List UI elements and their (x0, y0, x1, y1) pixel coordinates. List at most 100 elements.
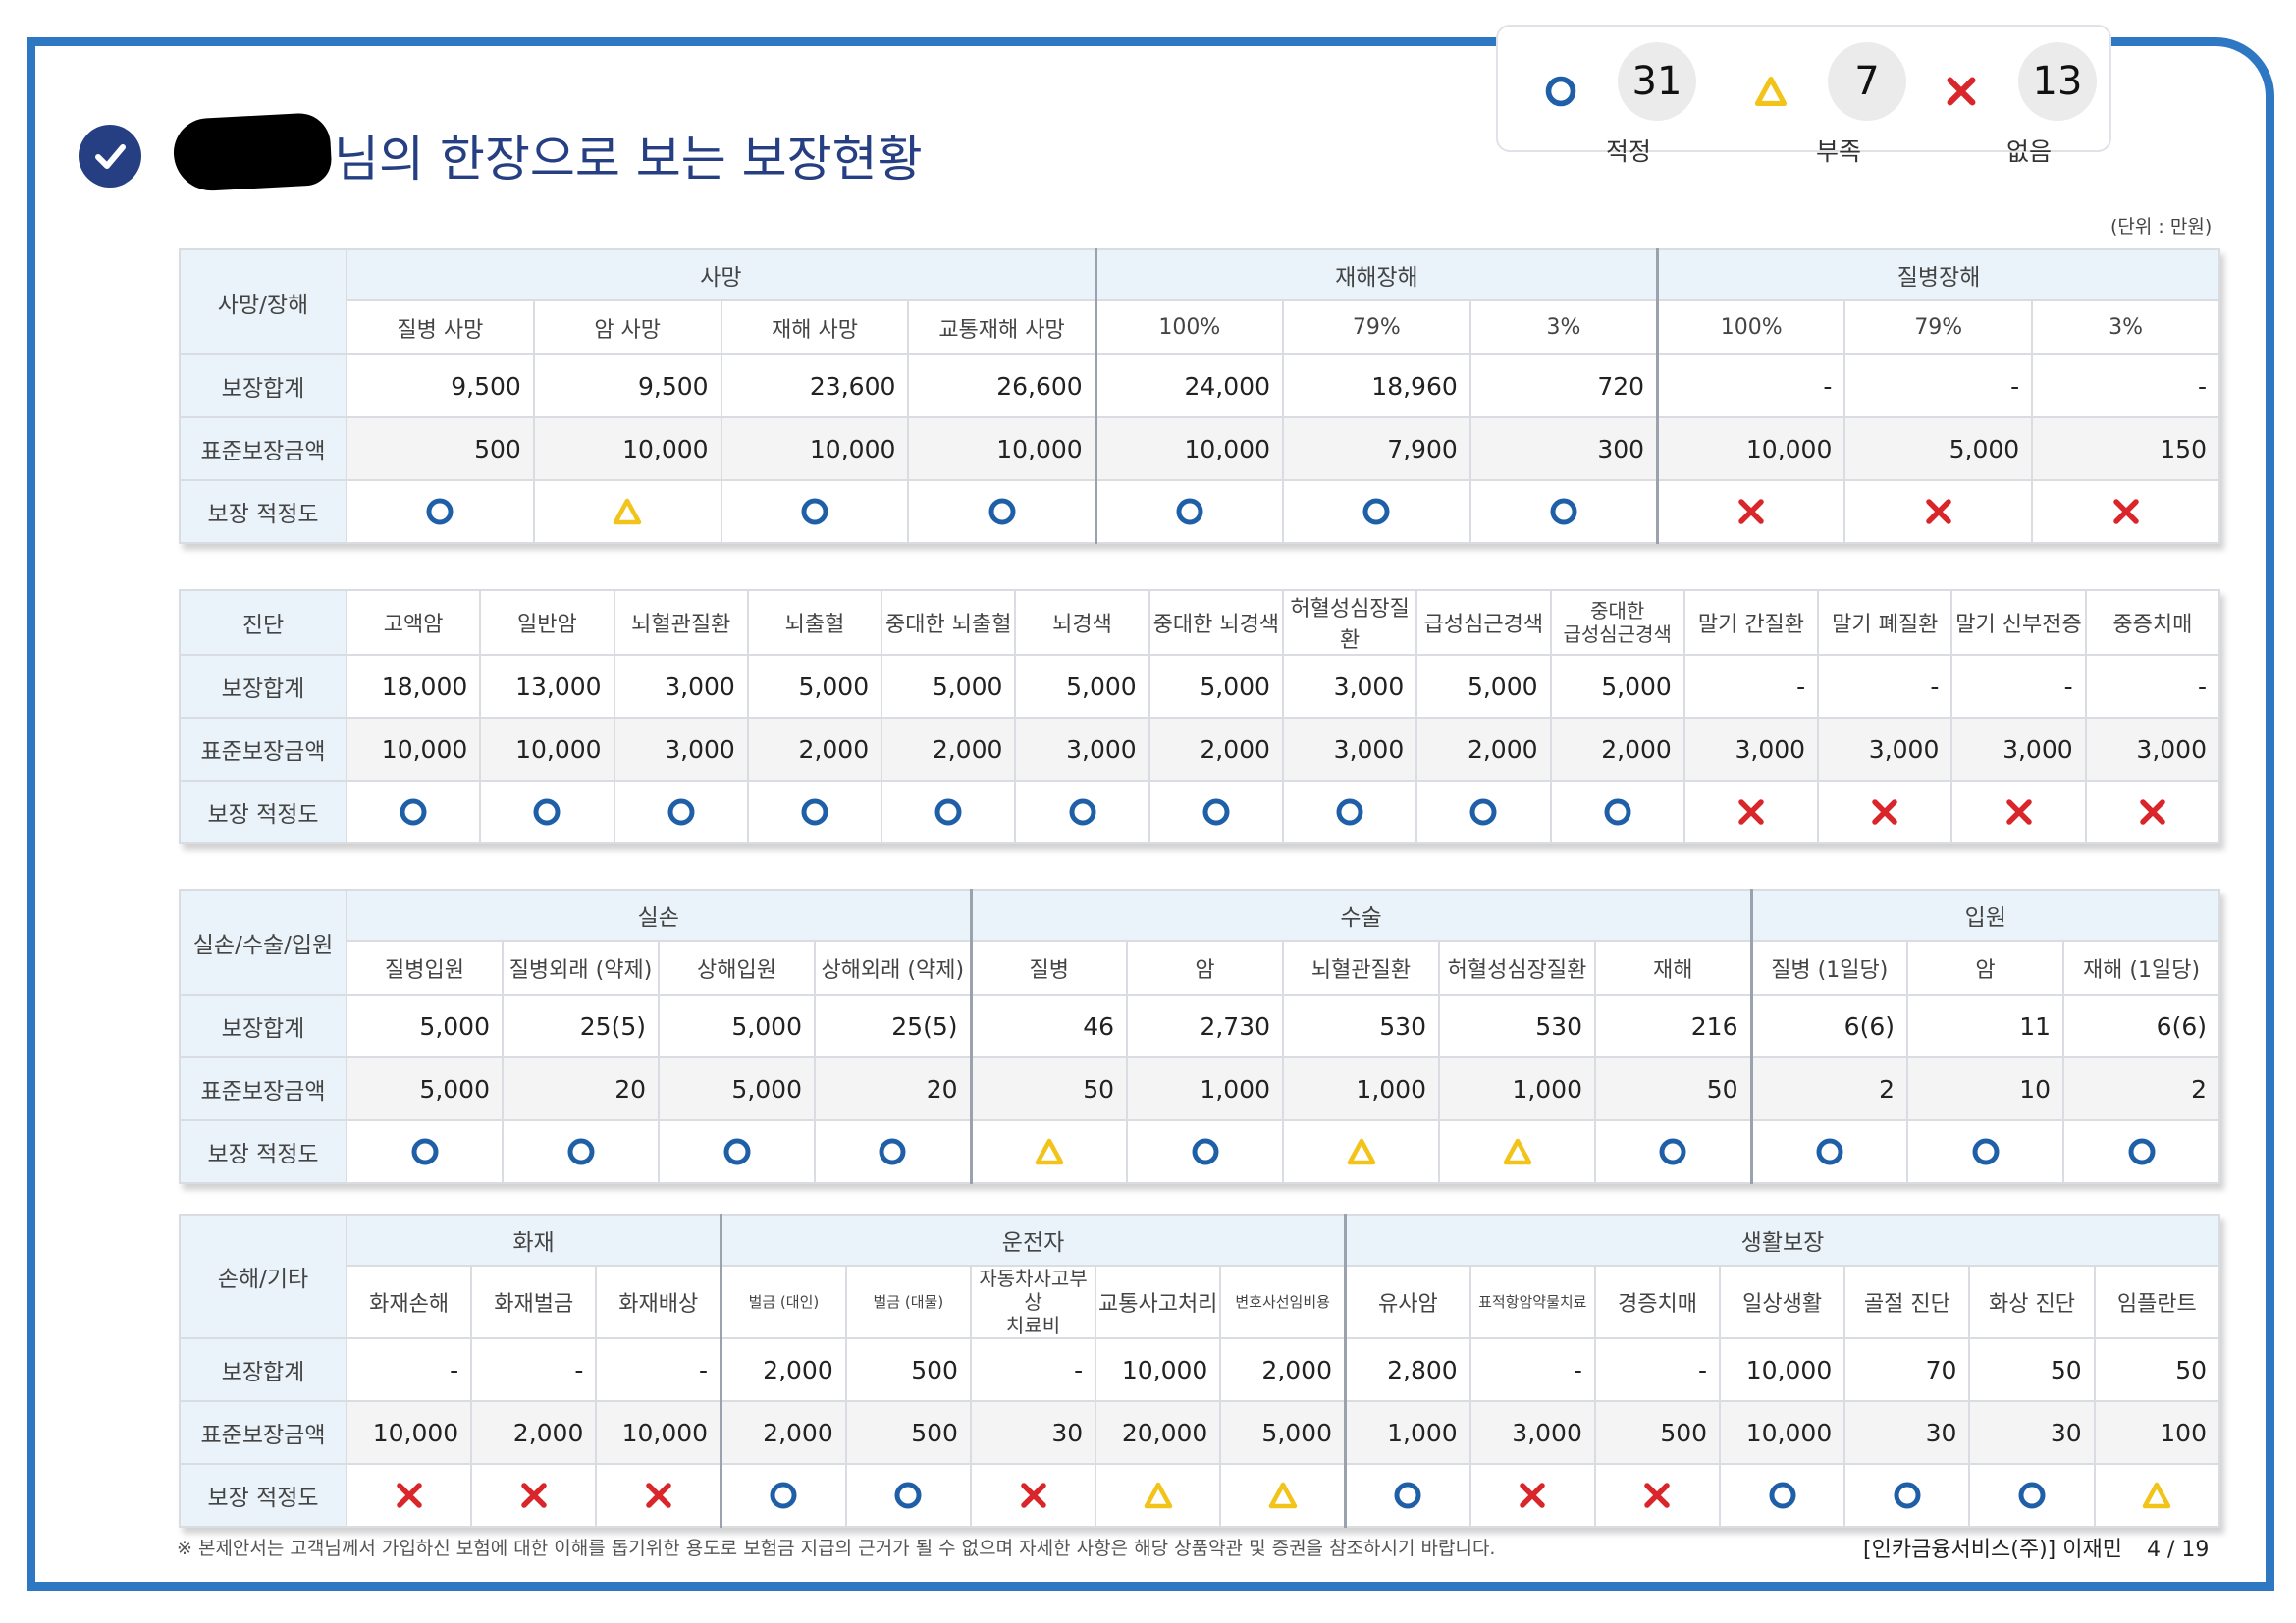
circle-icon (345, 780, 482, 844)
row-label: 보장합계 (179, 1337, 347, 1402)
cross-icon (1468, 1463, 1596, 1528)
standard-amount-cell: 10,000 (345, 1400, 473, 1465)
table-category: 사망/장해 (179, 248, 347, 355)
coverage-total-cell: 9,500 (532, 353, 722, 418)
column-header: 질병 (969, 940, 1128, 996)
circle-icon (1281, 780, 1418, 844)
table-category: 실손/수술/입원 (179, 889, 347, 996)
circle-icon (658, 1119, 816, 1184)
standard-amount-cell: 100 (2093, 1400, 2221, 1465)
column-header: 교통사고처리 (1095, 1265, 1222, 1339)
coverage-total-cell: 720 (1468, 353, 1659, 418)
circle-icon (1541, 72, 1580, 111)
triangle-icon (1751, 72, 1790, 111)
column-header: 화상 진단 (1968, 1265, 2096, 1339)
column-header: 100% (1656, 299, 1846, 355)
triangle-icon (1095, 1463, 1222, 1528)
table-category: 진단 (179, 589, 347, 656)
coverage-total-cell: 5,000 (346, 994, 504, 1058)
footer-info: [인카금융서비스(주)] 이재민 4 / 19 (1863, 1532, 2209, 1563)
column-header: 벌금 (대인) (720, 1265, 847, 1339)
coverage-total-cell: 530 (1282, 994, 1440, 1058)
standard-amount-cell: 10,000 (1094, 416, 1284, 481)
redacted-name (172, 111, 333, 193)
column-header: 변호사선임비용 (1219, 1265, 1347, 1339)
standard-amount-cell: 30 (969, 1400, 1097, 1465)
column-header: 암 (1906, 940, 2064, 996)
coverage-total-cell: 5,000 (658, 994, 816, 1058)
circle-icon (746, 780, 883, 844)
standard-amount-cell: 1,000 (1126, 1056, 1284, 1121)
standard-amount-cell: 10,000 (532, 416, 722, 481)
column-header: 질병 (1일당) (1749, 940, 1908, 996)
row-label: 보장 적정도 (179, 780, 347, 844)
cross-icon (595, 1463, 722, 1528)
coverage-total-cell: 5,000 (1148, 654, 1284, 719)
standard-amount-cell: 10,000 (479, 717, 615, 782)
standard-amount-cell: 3,000 (2084, 717, 2221, 782)
circle-icon (1281, 479, 1471, 544)
group-header: 수술 (969, 889, 1752, 942)
standard-amount-cell: 150 (2031, 416, 2220, 481)
coverage-total-cell: - (1843, 353, 2034, 418)
cross-icon (1817, 780, 1953, 844)
circle-icon (1126, 1119, 1284, 1184)
page-title: 님의 한장으로 보는 보장현황 (334, 131, 923, 188)
coverage-total-cell: 50 (2093, 1337, 2221, 1402)
cross-icon (1950, 780, 2087, 844)
coverage-total-cell: - (345, 1337, 473, 1402)
coverage-total-cell: 18,960 (1281, 353, 1471, 418)
coverage-total-cell: 5,000 (746, 654, 883, 719)
coverage-total-cell: - (2031, 353, 2220, 418)
summary-count: 13 (2018, 42, 2097, 121)
circle-icon (1415, 780, 1552, 844)
standard-amount-cell: 1,000 (1282, 1056, 1440, 1121)
page-frame (27, 37, 2274, 1591)
circle-icon (844, 1463, 972, 1528)
standard-amount-cell: 500 (1593, 1400, 1722, 1465)
coverage-total-cell: 5,000 (1549, 654, 1685, 719)
summary-label: 없음 (2005, 137, 2052, 166)
standard-amount-cell: 2 (1749, 1056, 1908, 1121)
standard-amount-cell: 5,000 (1219, 1400, 1347, 1465)
coverage-total-cell: 18,000 (345, 654, 482, 719)
standard-amount-cell: 3,000 (1682, 717, 1820, 782)
standard-amount-cell: 10,000 (595, 1400, 722, 1465)
circle-icon (1148, 780, 1284, 844)
standard-amount-cell: 300 (1468, 416, 1659, 481)
coverage-total-cell: - (1950, 654, 2087, 719)
standard-amount-cell: 3,000 (613, 717, 749, 782)
column-header: 재해 (1일당) (2062, 940, 2220, 996)
column-header: 질병외래 (약제) (502, 940, 660, 996)
coverage-total-cell: - (2084, 654, 2221, 719)
column-header: 뇌출혈 (746, 589, 883, 656)
column-header: 화재벌금 (470, 1265, 598, 1339)
column-header: 중대한 급성심근경색 (1549, 589, 1685, 656)
cross-icon (470, 1463, 598, 1528)
coverage-total-cell: 2,000 (720, 1337, 847, 1402)
standard-amount-cell: 2,000 (470, 1400, 598, 1465)
coverage-total-cell: 50 (1968, 1337, 2096, 1402)
standard-amount-cell: 3,000 (1468, 1400, 1596, 1465)
coverage-total-cell: 70 (1843, 1337, 1971, 1402)
group-header: 실손 (346, 889, 972, 942)
group-header: 운전자 (720, 1214, 1347, 1267)
column-header: 100% (1094, 299, 1284, 355)
standard-amount-cell: 2,000 (720, 1400, 847, 1465)
triangle-icon (1438, 1119, 1596, 1184)
page-number: 4 / 19 (2146, 1538, 2210, 1562)
column-header: 교통재해 사망 (907, 299, 1097, 355)
cross-icon (345, 1463, 473, 1528)
column-header: 급성심근경색 (1415, 589, 1552, 656)
group-header: 질병장해 (1656, 248, 2221, 301)
row-label: 표준보장금액 (179, 416, 347, 481)
column-header: 질병입원 (346, 940, 504, 996)
triangle-icon (2093, 1463, 2221, 1528)
coverage-total-cell: 5,000 (1415, 654, 1552, 719)
standard-amount-cell: 5,000 (1843, 416, 2034, 481)
coverage-total-cell: 3,000 (1281, 654, 1418, 719)
group-header: 재해장해 (1094, 248, 1659, 301)
standard-amount-cell: 1,000 (1343, 1400, 1471, 1465)
column-header: 골절 진단 (1843, 1265, 1971, 1339)
circle-icon (1549, 780, 1685, 844)
